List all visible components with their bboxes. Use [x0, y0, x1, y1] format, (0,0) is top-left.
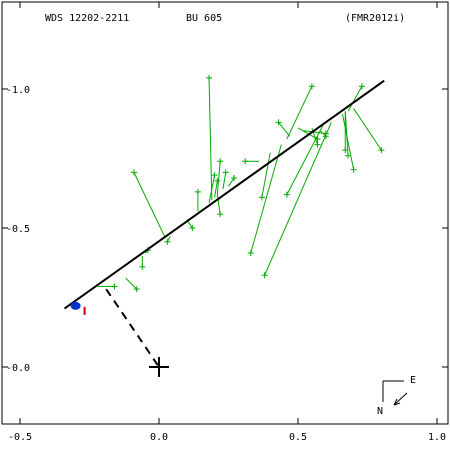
x-tick-label: 0.5 — [289, 432, 307, 443]
observation-point — [231, 174, 238, 181]
observation-point — [217, 211, 224, 218]
residual-line — [278, 122, 291, 137]
observation-point — [133, 286, 140, 293]
residual-line — [286, 124, 324, 195]
residual-line — [353, 108, 382, 151]
header-discoverer: BU 605 — [186, 13, 222, 24]
observation-point — [283, 191, 290, 198]
observation-point — [308, 83, 315, 90]
residual-line — [208, 175, 216, 204]
y-tick-label: -0.5 — [6, 224, 30, 235]
observation-point — [345, 152, 352, 159]
x-tick-label: 1.0 — [428, 432, 446, 443]
observation-point — [314, 136, 321, 143]
observation-point — [275, 119, 282, 126]
compass-arrow-head-icon — [393, 398, 401, 406]
periastron-point — [70, 301, 81, 310]
observation-point — [242, 158, 249, 165]
node-line — [105, 288, 160, 368]
residual-line — [228, 177, 235, 187]
observation-point — [130, 169, 137, 176]
residual-line — [133, 172, 166, 237]
header-designation: WDS 12202-2211 — [45, 13, 129, 24]
compass-arrow-shaft — [393, 392, 408, 406]
observation-point — [189, 225, 196, 231]
observation-point — [214, 177, 221, 184]
residual-line — [264, 122, 332, 276]
plot-frame — [1, 1, 449, 425]
observation-point — [217, 158, 224, 165]
orbit-group — [63, 79, 385, 377]
observation-markers — [111, 74, 385, 293]
residual-line — [286, 86, 313, 140]
residual-line — [341, 113, 355, 170]
observation-point — [111, 283, 118, 290]
observation-point — [378, 147, 385, 154]
orbit-line — [63, 79, 385, 310]
residual-line — [216, 194, 221, 215]
y-tick-label: -0.0 — [6, 363, 30, 374]
compass: E N — [377, 375, 416, 417]
observation-point — [139, 263, 146, 270]
residual-line — [250, 144, 282, 254]
header-reference: (FMR2012i) — [345, 13, 405, 24]
observation-point — [206, 74, 213, 81]
observation-point — [247, 250, 254, 257]
residual-line — [297, 127, 318, 140]
residual-line — [125, 277, 138, 290]
residual-line — [208, 77, 213, 201]
observation-point — [350, 166, 357, 173]
residual-line — [261, 152, 271, 198]
observation-point — [261, 272, 268, 279]
observation-point — [314, 141, 321, 148]
observation-point — [358, 83, 365, 90]
x-tick-label: -0.5 — [8, 432, 32, 443]
residual-line — [347, 85, 363, 112]
primary-star — [149, 357, 169, 377]
observation-point — [211, 172, 218, 179]
observation-point — [342, 147, 349, 154]
compass-east-label: E — [410, 375, 416, 386]
y-tick-label: -1.0 — [6, 85, 30, 96]
observation-point — [258, 194, 265, 201]
observation-point — [194, 188, 201, 195]
axis-tick-labels: -0.5 0.0 0.5 1.0 -0.0 -0.5 -1.0 — [6, 85, 446, 443]
observation-point — [322, 133, 329, 140]
residual-line — [216, 161, 221, 195]
x-tick-label: 0.0 — [150, 432, 168, 443]
compass-north-label: N — [377, 406, 383, 417]
observation-point — [164, 238, 171, 245]
observation-point — [222, 169, 229, 176]
axis-ticks — [2, 2, 448, 424]
